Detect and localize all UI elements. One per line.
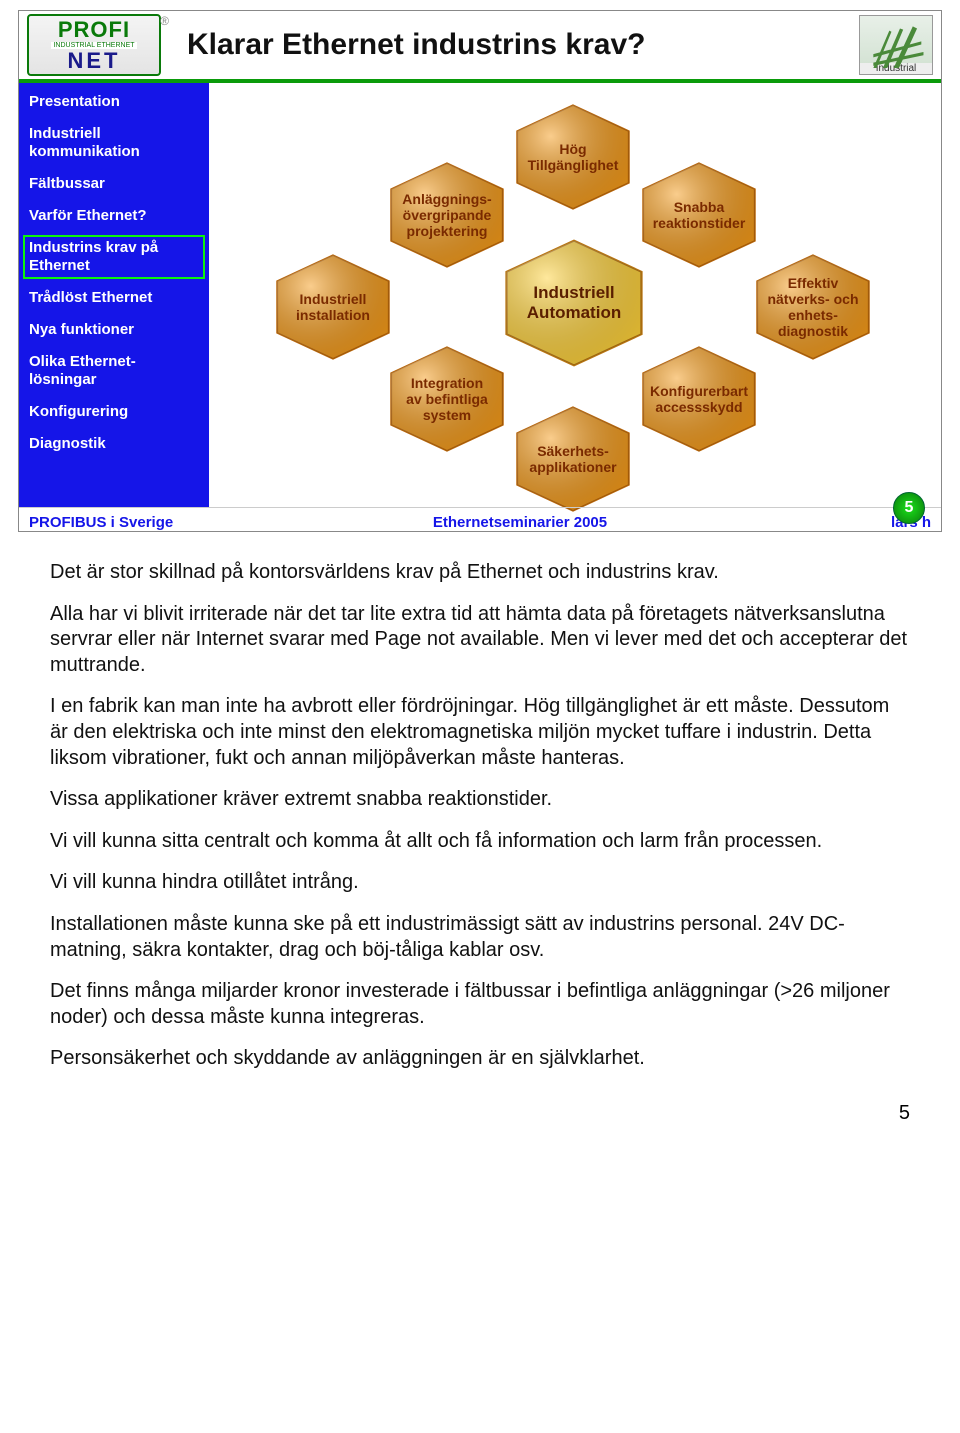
- logo-top: PROFI: [58, 19, 130, 41]
- diagram-hex: Konfigurerbartaccessskydd: [637, 345, 761, 453]
- hex-label: IndustriellAutomation: [521, 283, 627, 322]
- hex-label: Säkerhets-applikationer: [523, 443, 622, 475]
- diagram-hex: Industriellinstallation: [271, 253, 395, 361]
- paragraph: Det är stor skillnad på kontorsvärldens …: [50, 560, 910, 586]
- hex-label: Anläggnings-övergripandeprojektering: [396, 191, 497, 239]
- registered-icon: ®: [160, 14, 169, 28]
- slide-number-badge: 5: [893, 492, 925, 524]
- paragraph: Det finns många miljarder kronor investe…: [50, 979, 910, 1030]
- sidebar: Presentation Industriell kommunikation Fäl…: [19, 83, 209, 507]
- hex-label: Snabbareaktionstider: [647, 199, 752, 231]
- paragraph: I en fabrik kan man inte ha avbrott elle…: [50, 694, 910, 771]
- body-text: Det är stor skillnad på kontorsvärldens …: [50, 560, 910, 1072]
- ethernet-logo-icon: [868, 20, 932, 73]
- footer-mid: Ethernetseminarier 2005: [229, 514, 811, 531]
- diagram-hex: Integrationav befintligasystem: [385, 345, 509, 453]
- hex-label: Effektivnätverks- ochenhets-diagnostik: [761, 275, 864, 339]
- slide-title: Klarar Ethernet industrins krav?: [169, 28, 851, 62]
- slide-body: Presentation Industriell kommunikation Fäl…: [19, 83, 941, 507]
- slide: ® PROFI INDUSTRIAL ETHERNET NET Klarar E…: [18, 10, 942, 532]
- paragraph: Installationen måste kunna ske på ett in…: [50, 912, 910, 963]
- sidebar-item[interactable]: Diagnostik: [29, 435, 199, 453]
- logo-bottom: NET: [68, 50, 121, 72]
- slide-footer: 5 PROFIBUS i Sverige Ethernetseminarier …: [19, 507, 941, 536]
- paragraph: Personsäkerhet och skyddande av anläggni…: [50, 1046, 910, 1072]
- paragraph: Vi vill kunna hindra otillåtet intrång.: [50, 870, 910, 896]
- diagram-hex: Effektivnätverks- ochenhets-diagnostik: [751, 253, 875, 361]
- hex-label: Integrationav befintligasystem: [400, 375, 494, 423]
- sidebar-item[interactable]: Konfigurering: [29, 403, 199, 421]
- diagram-center-hex: IndustriellAutomation: [499, 238, 649, 368]
- paragraph: Vissa applikationer kräver extremt snabb…: [50, 787, 910, 813]
- sidebar-item[interactable]: Olika Ethernet-lösningar: [29, 353, 199, 389]
- sidebar-item[interactable]: Nya funktioner: [29, 321, 199, 339]
- sidebar-item[interactable]: Fältbussar: [29, 175, 199, 193]
- page-number: 5: [0, 1102, 910, 1125]
- diagram-hex: Anläggnings-övergripandeprojektering: [385, 161, 509, 269]
- industrial-ethernet-logo: Industrial: [859, 15, 933, 75]
- diagram-hex: HögTillgänglighet: [511, 103, 635, 211]
- paragraph: Vi vill kunna sitta centralt och komma å…: [50, 829, 910, 855]
- sidebar-item[interactable]: Trådlöst Ethernet: [29, 289, 199, 307]
- hex-label: HögTillgänglighet: [522, 141, 625, 173]
- hex-label: Industriellinstallation: [290, 291, 376, 323]
- diagram-hex: Snabbareaktionstider: [637, 161, 761, 269]
- slide-header: ® PROFI INDUSTRIAL ETHERNET NET Klarar E…: [19, 11, 941, 83]
- diagram-area: IndustriellAutomation HögTillgänglighet …: [209, 83, 941, 507]
- footer-left: PROFIBUS i Sverige: [29, 514, 229, 531]
- hex-label: Konfigurerbartaccessskydd: [644, 383, 754, 415]
- sidebar-item[interactable]: Varför Ethernet?: [29, 207, 199, 225]
- diagram-hex: Säkerhets-applikationer: [511, 405, 635, 513]
- sidebar-item[interactable]: Industriell kommunikation: [29, 125, 199, 161]
- profinet-logo: ® PROFI INDUSTRIAL ETHERNET NET: [27, 14, 161, 76]
- sidebar-item[interactable]: Presentation: [29, 93, 199, 111]
- paragraph: Alla har vi blivit irriterade när det ta…: [50, 602, 910, 679]
- sidebar-item[interactable]: Industrins krav på Ethernet: [23, 235, 205, 279]
